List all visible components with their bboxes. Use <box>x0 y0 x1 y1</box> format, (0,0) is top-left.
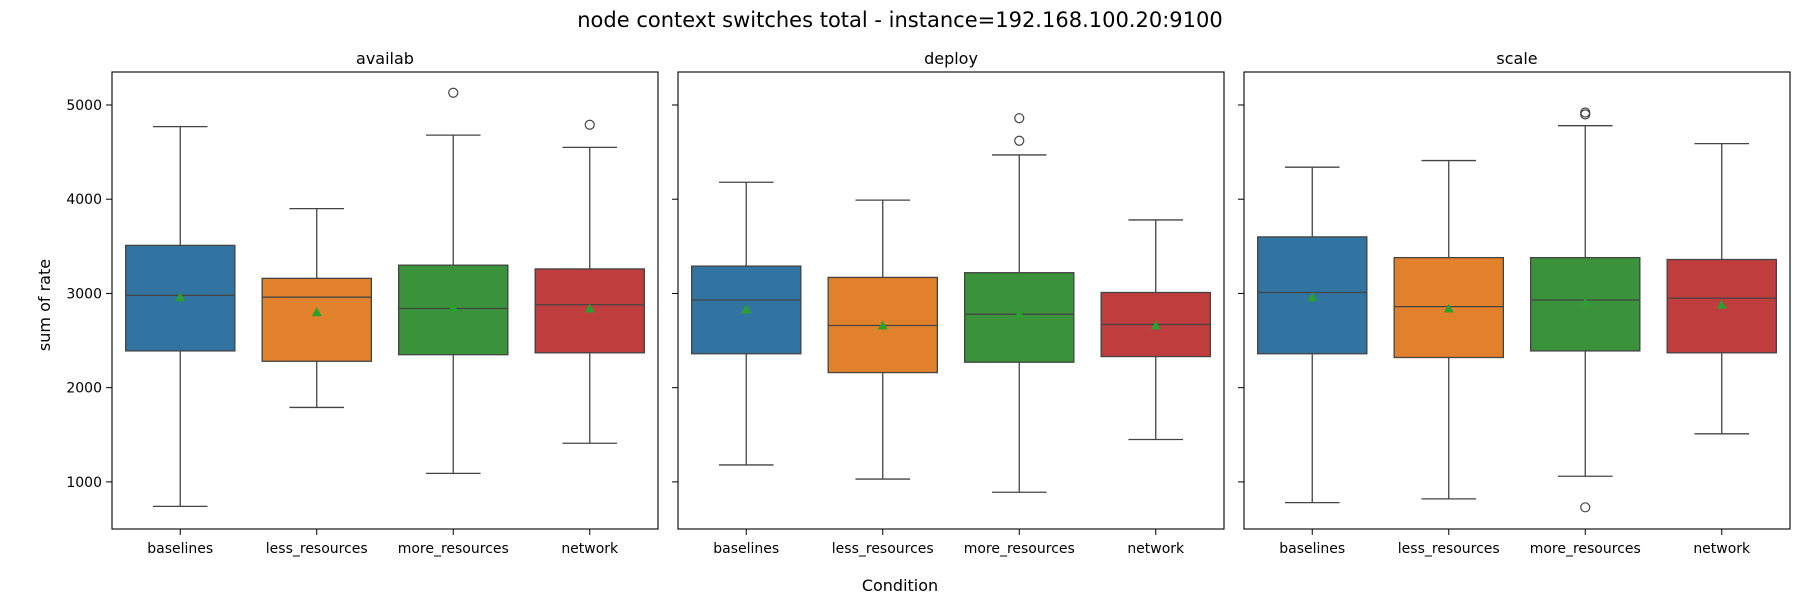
box-network <box>1666 142 1778 435</box>
box-network <box>534 119 646 444</box>
panel-frame <box>677 71 1225 530</box>
box-less_resources <box>827 199 939 480</box>
mean-marker <box>1443 303 1454 313</box>
panel-title: availab <box>356 49 414 68</box>
x-axis-label: Condition <box>862 576 938 595</box>
chart-title: node context switches total - instance=1… <box>577 8 1223 32</box>
box-more_resources <box>1530 107 1641 513</box>
x-tick-label: less_resources <box>266 541 368 557</box>
iqr-box <box>691 265 802 355</box>
box-less_resources <box>261 207 372 409</box>
panel-frame <box>111 71 659 530</box>
outlier-point <box>1580 502 1591 513</box>
y-tick-label: 3000 <box>66 286 102 302</box>
iqr-box <box>1393 256 1505 359</box>
x-tick-label: baselines <box>147 541 213 557</box>
mean-marker <box>1150 320 1161 330</box>
box-baselines <box>125 126 236 508</box>
y-axis-label: sum of rate <box>35 259 54 351</box>
outlier-point <box>584 119 595 130</box>
x-tick-label: less_resources <box>832 541 934 557</box>
mean-marker <box>1580 297 1591 307</box>
y-tick-label: 4000 <box>66 192 102 208</box>
x-tick-label: more_resources <box>1530 541 1641 557</box>
mean-marker <box>584 303 595 313</box>
panels-group: availab 1000 2000 3000 4000 5000 baselines less… <box>66 49 1791 557</box>
box-more_resources <box>397 87 509 475</box>
mean-marker <box>311 307 322 317</box>
panel-deploy: deploy baselines less_resources more_resour… <box>672 49 1225 557</box>
iqr-box <box>125 244 236 352</box>
x-tick-label: more_resources <box>398 541 509 557</box>
mean-marker <box>1716 299 1727 309</box>
mean-marker <box>175 292 186 302</box>
outlier-point <box>1580 107 1591 118</box>
x-tick-label: baselines <box>1279 541 1345 557</box>
panel-title: scale <box>1496 49 1537 68</box>
x-tick-label: network <box>1693 541 1751 557</box>
x-tick-label: less_resources <box>1398 541 1500 557</box>
box-less_resources <box>1393 159 1505 500</box>
box-more_resources <box>964 113 1075 493</box>
outlier-point <box>1014 113 1025 124</box>
box-network <box>1100 219 1212 441</box>
outlier-point <box>1014 135 1025 146</box>
x-tick-label: more_resources <box>964 541 1075 557</box>
box-baselines <box>1257 166 1368 504</box>
panel-availab: availab 1000 2000 3000 4000 5000 baselines less… <box>66 49 659 557</box>
x-tick-label: network <box>561 541 619 557</box>
y-tick-label: 5000 <box>66 98 102 114</box>
x-tick-label: network <box>1127 541 1185 557</box>
panel-title: deploy <box>924 49 978 68</box>
mean-marker <box>1307 292 1318 302</box>
iqr-box <box>261 277 372 362</box>
panel-scale: scale baselines less_resources more_resourc… <box>1238 49 1791 557</box>
outlier-point <box>448 87 459 98</box>
x-tick-label: baselines <box>713 541 779 557</box>
y-tick-label: 2000 <box>66 381 102 397</box>
mean-marker <box>1014 309 1025 319</box>
box-baselines <box>691 181 802 466</box>
mean-marker <box>877 320 888 330</box>
panel-frame <box>1243 71 1791 530</box>
mean-marker <box>741 304 752 314</box>
y-tick-label: 1000 <box>66 475 102 491</box>
mean-marker <box>448 302 459 312</box>
